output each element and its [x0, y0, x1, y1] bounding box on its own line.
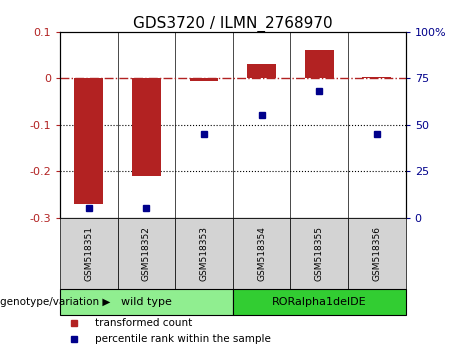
Text: GSM518353: GSM518353	[200, 225, 208, 281]
Bar	[118, 218, 175, 289]
Text: GSM518356: GSM518356	[372, 225, 381, 281]
Text: transformed count: transformed count	[95, 318, 192, 328]
Text: GSM518355: GSM518355	[315, 225, 324, 281]
Bar	[60, 289, 233, 315]
Text: genotype/variation ▶: genotype/variation ▶	[0, 297, 110, 307]
Bar	[247, 64, 276, 78]
Text: percentile rank within the sample: percentile rank within the sample	[95, 334, 271, 344]
Title: GDS3720 / ILMN_2768970: GDS3720 / ILMN_2768970	[133, 16, 333, 32]
Bar	[233, 289, 406, 315]
Text: GSM518352: GSM518352	[142, 225, 151, 281]
Text: GSM518354: GSM518354	[257, 225, 266, 281]
Text: wild type: wild type	[121, 297, 172, 307]
Bar	[348, 218, 406, 289]
Bar	[305, 50, 334, 78]
Bar	[189, 78, 219, 81]
Text: RORalpha1delDE: RORalpha1delDE	[272, 297, 366, 307]
Bar	[132, 78, 161, 176]
Text: GSM518351: GSM518351	[84, 225, 93, 281]
Bar	[74, 78, 103, 204]
Bar	[60, 218, 118, 289]
Bar	[175, 218, 233, 289]
Bar	[233, 218, 290, 289]
Bar	[290, 218, 348, 289]
